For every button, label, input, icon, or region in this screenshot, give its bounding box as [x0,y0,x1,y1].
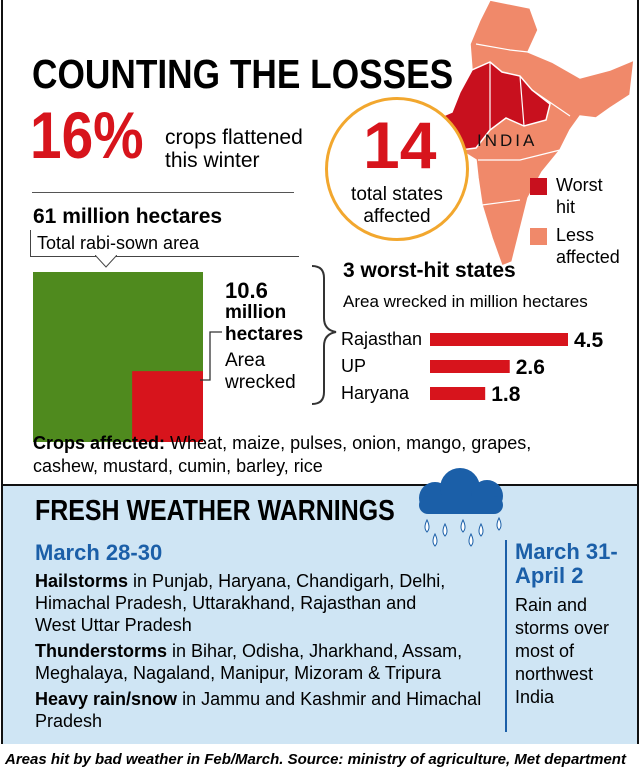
right-line: Rain and [515,595,588,615]
wrecked-value: 10.6 [225,278,268,303]
right-line: storms over [515,618,610,638]
value-label: 1.8 [491,383,521,406]
chart-subtitle: Area wrecked in million hectares [343,292,588,311]
legend-swatch [530,228,547,245]
wrecked-label: Area wrecked [225,350,303,394]
india-map: INDIA [427,0,635,267]
crops-line: cashew, mustard, cumin, barley, rice [33,456,323,476]
bar-chart: 3 worst-hit states Area wrecked in millio… [341,259,604,406]
percent-text: crops flattened this winter [165,126,303,172]
crops-lead: Crops affected: [33,433,166,453]
wrecked-label-line: wrecked [225,372,296,393]
right-line: northwest [515,664,594,684]
wrecked-text: 10.6 million hectares Area wrecked [225,280,303,394]
legend-line: Worst [556,175,603,195]
warning-line: West Uttar Pradesh [35,615,192,635]
total-area: 61 million hectares [33,205,222,229]
bar [430,360,510,373]
category-label: Rajasthan [341,329,422,349]
states-count: 14 [363,108,437,182]
warning-line: Himachal Pradesh, Uttarakhand, Rajasthan… [35,593,417,613]
divider [32,192,294,193]
wrecked-label-line: Area [225,350,266,371]
right-date-line: April 2 [515,563,584,588]
states-line: affected [363,206,431,227]
total-unit: million hectares [62,205,223,228]
right-line: India [515,687,555,707]
category-label: UP [341,356,366,376]
category-label: Haryana [341,383,410,403]
right-text: Rain and storms over most of northwest India [515,594,609,709]
total-label: Total rabi-sown area [37,233,200,253]
left-items: Hailstorms in Punjab, Haryana, Chandigar… [35,570,481,736]
right-date: March 31- April 2 [515,540,618,588]
right-line: most of [515,641,575,661]
footer: Areas hit by bad weather in Feb/March. S… [5,751,626,768]
left-date: March 28-30 [35,540,163,565]
callout-box [30,230,299,257]
map-label: INDIA [477,131,537,150]
warning-lead: Thunderstorms [35,641,168,661]
legend-line: hit [556,197,576,217]
warning-item: Heavy rain/snow in Jammu and Kashmir and… [35,688,481,732]
total-value: 61 [33,205,57,228]
warnings-title: FRESH WEATHER WARNINGS [35,495,395,527]
value-label: 4.5 [574,329,604,352]
callout-pointer [95,255,117,268]
legend-text: Less affected [556,224,620,268]
crops-line: Wheat, maize, pulses, onion, mango, grap… [170,433,532,453]
percent: 16% [30,98,144,172]
bar [430,387,486,400]
wrecked-unit-line: hectares [225,324,304,345]
separator [505,540,507,732]
warning-line: Pradesh [35,711,103,731]
weather-panel [3,484,637,744]
brackets [200,265,337,405]
cloud-icon [419,468,503,547]
legend-text: Worst hit [556,174,603,218]
count-circle [325,97,469,241]
crops: Crops affected: Wheat, maize, pulses, on… [33,432,531,478]
legend-line: affected [556,247,620,267]
map-borders [475,43,571,206]
area-squares [33,272,203,442]
wrecked-area-square [132,371,203,442]
bar [430,333,568,346]
percent-line: crops flattened [165,126,303,149]
warning-item: Hailstorms in Punjab, Haryana, Chandigar… [35,570,481,636]
value-label: 2.6 [516,356,545,379]
states-text: total states affected [332,184,462,228]
warning-item: Thunderstorms in Bihar, Odisha, Jharkhan… [35,640,481,684]
warning-line: in Bihar, Odisha, Jharkhand, Assam, [167,641,463,661]
warning-lead: Heavy rain/snow [35,689,178,709]
chart-title: 3 worst-hit states [343,259,516,282]
states-line: total states [351,184,443,205]
wrecked-unit: million hectares [225,302,303,346]
wrecked-unit-line: million [225,302,287,323]
title: COUNTING THE LOSSES [32,51,454,97]
legend-swatch [530,178,547,195]
warning-line: in Punjab, Haryana, Chandigarh, Delhi, [128,571,446,591]
right-date-line: March 31- [515,539,618,564]
percent-line: this winter [165,149,260,172]
legend-line: Less [556,225,595,245]
warning-lead: Hailstorms [35,571,129,591]
warning-line: Meghalaya, Nagaland, Manipur, Mizoram & … [35,663,442,683]
warning-line: in Jammu and Kashmir and Himachal [177,689,482,709]
